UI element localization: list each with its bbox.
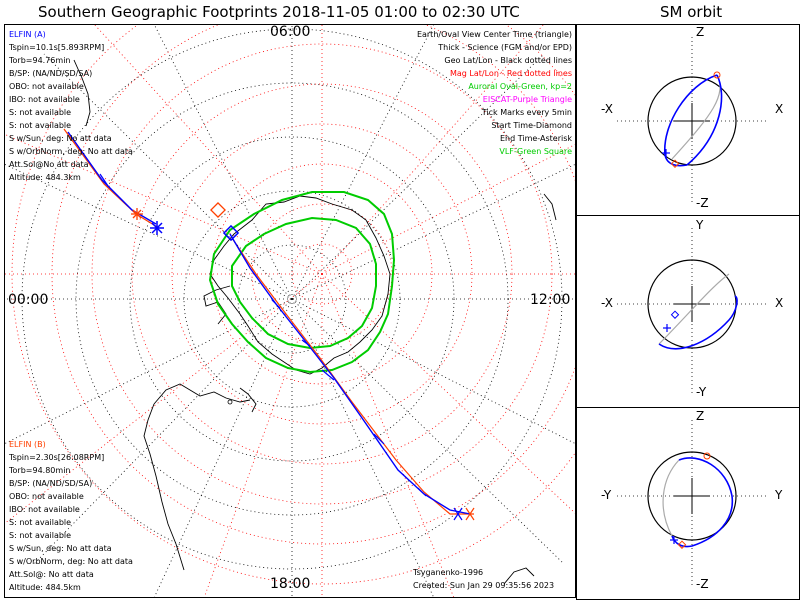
legend-entry: Start Time-Diamond (491, 121, 572, 130)
elfin-b-line: S w/OrbNorm, deg: No att data (9, 557, 133, 566)
elfin-a-line: S w/Sun, deg: No att data (9, 134, 112, 143)
elfin-a-line: Torb=94.76min (9, 56, 71, 65)
sm-panel-3-bottom-label: -Z (696, 577, 709, 591)
sm-xz-start-marker (713, 71, 721, 79)
hour-label-right: 12:00 (530, 292, 571, 308)
sm-panel-1-right-label: X (775, 102, 784, 116)
sm-panel-3-left-label: -Y (601, 488, 612, 502)
footer-model: Tsyganenko-1996 (413, 568, 484, 577)
map-panel (4, 24, 576, 598)
sm-xz-end-marker (662, 149, 670, 157)
main-title: Southern Geographic Footprints 2018-11-0… (38, 3, 520, 21)
mag-meridians (5, 25, 575, 597)
elfin-a-line: OBO: not available (9, 82, 84, 91)
auroral-oval-outer (208, 191, 396, 374)
elfin-b-asterisk (131, 208, 143, 220)
sm-orbit-title: SM orbit (660, 3, 723, 21)
elfin-b-line: Tspin=2.30s[26.08RPM] (9, 453, 105, 462)
elfin-a-line: B/SP: (NA/ND/SD/SA) (9, 69, 93, 78)
elfin-a-line: Att.Sol@No att data (9, 160, 89, 169)
elfin-b-line: B/SP: (NA/ND/SD/SA) (9, 479, 93, 488)
sm-orbit-xz-plot (617, 37, 767, 203)
elfin-a-asterisk (150, 221, 164, 235)
sm-panel-1-top-label: Z (696, 25, 705, 39)
hour-label-bottom: 18:00 (270, 576, 311, 592)
sm-panel-3-top-label: Z (696, 409, 705, 423)
south-america-coastline (153, 383, 251, 405)
sm-panel-1-bottom-label: -Z (696, 196, 709, 210)
elfin-a-info: ELFIN (A) Tspin=10.1s[5.893RPM] Torb=94.… (9, 28, 133, 184)
legend-entry: EISCAT-Purple Triangle (482, 95, 572, 104)
legend-entry: Earth/Oval View Center Time (triangle) (416, 30, 572, 39)
legend-entry: Thick - Science (FGM and/or EPD) (438, 43, 572, 52)
sm-yz-end-marker (670, 536, 678, 544)
elfin-b-line: Altitude: 484.5km (9, 583, 81, 592)
auroral-oval-inner (231, 216, 377, 350)
elfin-a-line: Tspin=10.1s[5.893RPM] (9, 43, 105, 52)
legend-entry: VLF-Green Square (499, 147, 572, 156)
elfin-b-line: S: not available (9, 518, 72, 527)
elfin-b-line: S: not available (9, 531, 72, 540)
africa-coastline (73, 59, 91, 127)
legend-entry: Geo Lat/Lon - Black dotted lines (444, 56, 572, 65)
legend-entry: Auroral Oval-Green, kp=2 (468, 82, 572, 91)
elfin-b-start-diamond (210, 202, 226, 218)
elfin-a-tick-marks (99, 173, 427, 497)
legend-entry: Tick Marks every 5min (481, 108, 572, 117)
elfin-a-start-diamond (222, 224, 240, 242)
elfin-b-line: Torb=94.80min (9, 466, 71, 475)
elfin-a-line: Altitude: 484.3km (9, 173, 81, 182)
legend: Earth/Oval View Center Time (triangle) T… (417, 28, 572, 158)
elfin-b-line: OBO: not available (9, 492, 84, 501)
sm-panel-2-right-label: X (775, 296, 784, 310)
elfin-a-line: S: not available (9, 121, 72, 130)
elfin-b-line: IBO: not available (9, 505, 80, 514)
elfin-a-line: IBO: not available (9, 95, 80, 104)
elfin-b-info: ELFIN (B) Tspin=2.30s[26.08RPM] Torb=94.… (9, 438, 133, 594)
polar-map (5, 25, 575, 597)
elfin-a-line: S w/OrbNorm, deg: No att data (9, 147, 133, 156)
sm-yz-start-marker (703, 452, 711, 460)
sm-orbit-xy-plot (617, 228, 767, 396)
hour-label-top: 06:00 (270, 24, 311, 40)
elfin-a-line: S: not available (9, 108, 72, 117)
elfin-b-line: Att.Sol@: No att data (9, 570, 94, 579)
sm-panel-2-top-label: Y (696, 218, 704, 232)
legend-entry: End Time-Asterisk (499, 134, 572, 143)
elfin-a-track (67, 131, 157, 225)
legend-entry: Mag Lat/Lon - Red dotted lines (449, 69, 572, 78)
antarctic-peninsula (203, 285, 231, 325)
sm-panel-3-right-label: Y (775, 488, 783, 502)
elfin-a-header: ELFIN (A) (9, 30, 46, 39)
geo-meridians (5, 25, 575, 597)
elfin-b-track (63, 128, 160, 229)
track-end-markers (453, 507, 475, 521)
hour-label-left: 00:00 (8, 292, 49, 308)
footer-created: Created: Sun Jan 29 09:35:56 2023 (413, 581, 555, 590)
sm-xy-end-marker (663, 324, 671, 332)
antarctica-coastline (209, 195, 391, 375)
sm-xy-start-marker (670, 310, 680, 319)
sm-orbit-yz-plot (617, 420, 767, 588)
elfin-b-header: ELFIN (B) (9, 440, 46, 449)
sm-panel-1-left-label: -X (601, 102, 613, 116)
sm-panel-2-left-label: -X (601, 296, 613, 310)
elfin-b-line: S w/Sun, deg: No att data (9, 544, 112, 553)
sm-panel-2-bottom-label: -Y (696, 385, 707, 399)
